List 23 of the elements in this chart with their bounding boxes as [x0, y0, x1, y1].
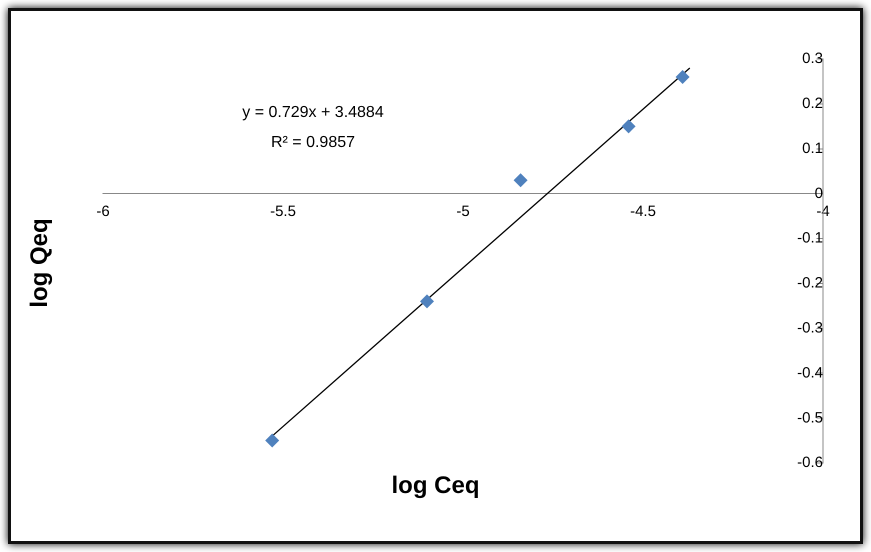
y-tick-label: 0.1 — [802, 140, 823, 157]
y-tick-label: -0.5 — [797, 409, 823, 426]
x-tick-label: -6 — [96, 202, 110, 220]
x-tick-label: -5 — [456, 202, 470, 220]
y-tick-label: 0 — [814, 184, 823, 202]
annotation: R² = 0.9857 — [270, 134, 356, 151]
point — [514, 173, 528, 188]
x-axis-title: log Ceq — [390, 472, 480, 500]
x-tick-label: -4.5 — [630, 202, 656, 220]
y-tick-label: 0.3 — [802, 50, 823, 68]
y-tick-label: -0.6 — [797, 454, 823, 472]
y-tick-label: -0.3 — [797, 319, 823, 336]
y-tick-label: -0.1 — [797, 230, 823, 247]
point — [265, 434, 280, 448]
point — [622, 119, 636, 134]
y-tick-label: -0.2 — [797, 274, 823, 292]
annotation: y = 0.729x + 3.4884 — [242, 104, 384, 121]
point — [676, 70, 690, 84]
y-axis-title: log Qeq — [26, 218, 54, 308]
x-tick-label: -5.5 — [270, 202, 296, 220]
y-tick-label: 0.2 — [802, 95, 823, 112]
y-tick-label: -0.4 — [797, 364, 823, 382]
point — [420, 294, 434, 308]
